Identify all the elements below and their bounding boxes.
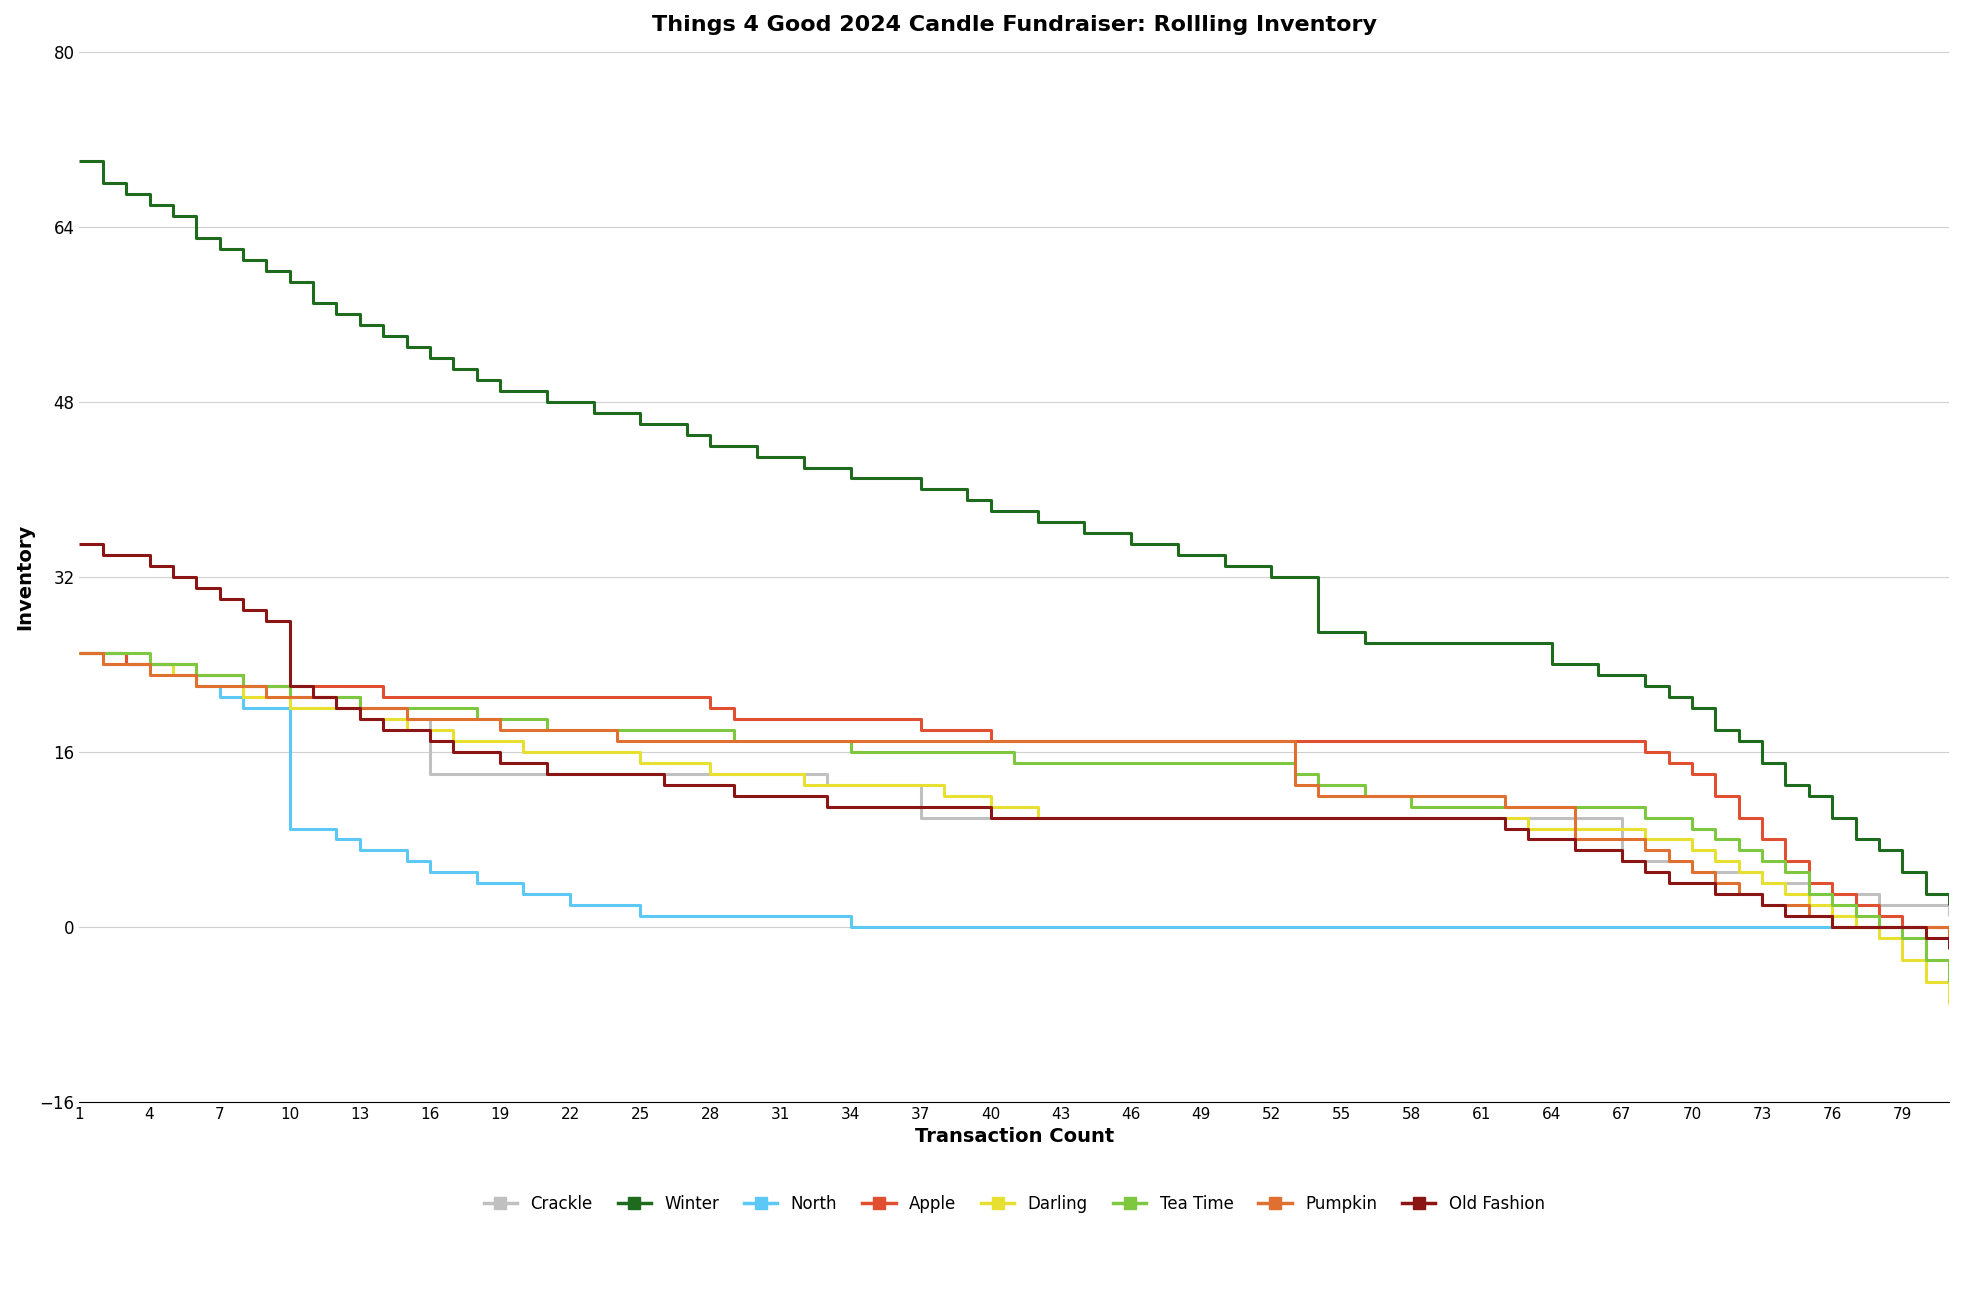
Line: Winter: Winter (79, 161, 1948, 905)
Line: Old Fashion: Old Fashion (79, 544, 1948, 948)
Line: Crackle: Crackle (79, 654, 1948, 916)
Winter (1096, 526, 1119, 542)
North (1119, 920, 1143, 935)
Pumpkin (1235, 734, 1259, 749)
Old Fashion (1937, 940, 1960, 956)
Winter (1587, 667, 1610, 683)
North (1469, 920, 1493, 935)
North (1937, 920, 1960, 935)
Apple (1937, 930, 1960, 946)
Tea Time (67, 646, 90, 662)
Line: Darling: Darling (79, 654, 1948, 1003)
Darling (1235, 810, 1259, 825)
Tea Time (1937, 974, 1960, 990)
Y-axis label: Inventory: Inventory (16, 523, 33, 630)
Crackle (1750, 875, 1773, 891)
Winter (1446, 634, 1469, 650)
Apple (1750, 832, 1773, 848)
Old Fashion (1750, 897, 1773, 913)
Pumpkin (1750, 897, 1773, 913)
Tea Time (1679, 820, 1703, 836)
Winter (67, 153, 90, 169)
Old Fashion (1446, 810, 1469, 825)
Pumpkin (1446, 787, 1469, 803)
Old Fashion (1235, 810, 1259, 825)
Crackle (1587, 810, 1610, 825)
Darling (67, 646, 90, 662)
Pumpkin (1679, 865, 1703, 880)
Darling (1937, 995, 1960, 1011)
Line: Pumpkin: Pumpkin (79, 654, 1948, 938)
Title: Things 4 Good 2024 Candle Fundraiser: Rollling Inventory: Things 4 Good 2024 Candle Fundraiser: Ro… (652, 14, 1377, 35)
Line: Apple: Apple (79, 654, 1948, 938)
Winter (1937, 897, 1960, 913)
North (1610, 920, 1634, 935)
Pumpkin (67, 646, 90, 662)
Apple (1446, 734, 1469, 749)
Line: North: North (79, 654, 1948, 927)
Winter (1679, 700, 1703, 715)
Darling (1679, 842, 1703, 858)
Old Fashion (1679, 875, 1703, 891)
Old Fashion (1096, 810, 1119, 825)
Tea Time (1235, 755, 1259, 770)
Line: Tea Time: Tea Time (79, 654, 1948, 982)
North (1703, 920, 1726, 935)
North (1259, 920, 1282, 935)
Crackle (1235, 810, 1259, 825)
Crackle (1446, 810, 1469, 825)
North (1773, 920, 1797, 935)
Tea Time (1096, 755, 1119, 770)
Tea Time (1587, 799, 1610, 815)
Apple (67, 646, 90, 662)
Crackle (1679, 865, 1703, 880)
North (839, 920, 862, 935)
Pumpkin (1937, 930, 1960, 946)
Darling (1446, 810, 1469, 825)
Apple (1587, 734, 1610, 749)
Winter (1750, 755, 1773, 770)
Apple (1235, 734, 1259, 749)
Apple (1679, 766, 1703, 782)
Tea Time (1750, 854, 1773, 870)
Darling (1096, 810, 1119, 825)
Pumpkin (1587, 832, 1610, 848)
Tea Time (1446, 799, 1469, 815)
Crackle (1096, 810, 1119, 825)
Old Fashion (67, 536, 90, 552)
Darling (1750, 875, 1773, 891)
Legend: Crackle, Winter, North, Apple, Darling, Tea Time, Pumpkin, Old Fashion: Crackle, Winter, North, Apple, Darling, … (477, 1189, 1552, 1219)
Winter (1235, 559, 1259, 574)
Old Fashion (1587, 842, 1610, 858)
Crackle (67, 646, 90, 662)
Crackle (1937, 908, 1960, 923)
North (67, 646, 90, 662)
Darling (1587, 820, 1610, 836)
X-axis label: Transaction Count: Transaction Count (915, 1127, 1114, 1146)
Pumpkin (1096, 734, 1119, 749)
Apple (1096, 734, 1119, 749)
